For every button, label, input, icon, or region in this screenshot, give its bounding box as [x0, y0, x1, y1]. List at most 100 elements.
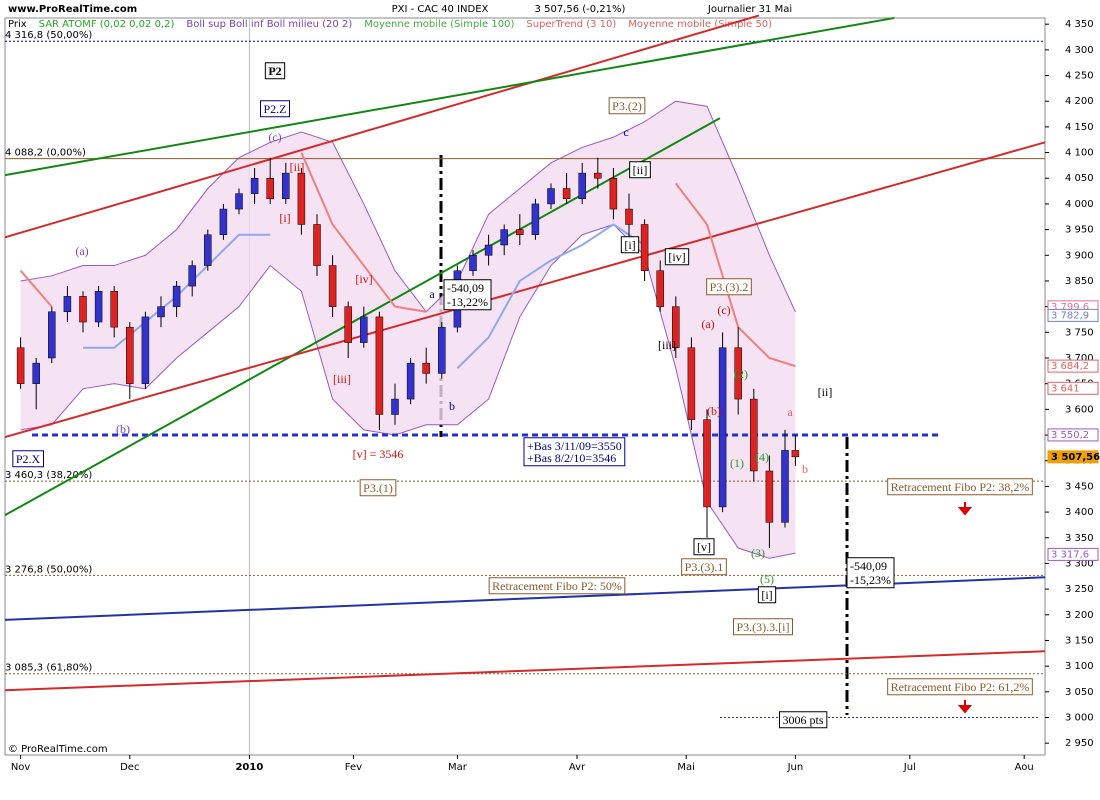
candle-body [141, 316, 150, 384]
bollinger-line [20, 100, 796, 313]
legend-entry: Prix [8, 19, 27, 30]
candle-body [609, 177, 618, 210]
y-tick-label: 4 250 [1065, 71, 1094, 82]
candle-body [500, 229, 508, 246]
y-tick-label: 4 200 [1065, 96, 1094, 107]
legend-entry: Boll sup Boll inf Boll milieu (20 2) [186, 19, 352, 30]
candle-body [94, 290, 103, 323]
candle-body [750, 398, 758, 472]
annotation: P3.(1) [363, 481, 393, 495]
annotation-box [664, 248, 690, 266]
annotation-box [757, 586, 777, 604]
candle-body [516, 229, 524, 235]
candle-body [703, 419, 711, 508]
annotation-box [681, 558, 727, 576]
x-tick-label: Fev [345, 762, 362, 773]
candle-body [250, 177, 259, 194]
candle-body [672, 306, 680, 348]
chart-title: PXI - CAC 40 INDEX [392, 4, 489, 15]
annotation-box [264, 62, 286, 80]
annotation: P3.(3).3.[i] [737, 620, 790, 634]
trend-line [4, 117, 721, 517]
y-tick-label: 4 050 [1065, 173, 1094, 184]
y-tick-label: 2 950 [1065, 738, 1094, 749]
x-tick-label: Mai [677, 762, 695, 773]
candle-body [718, 347, 727, 508]
last-value-box [1047, 381, 1099, 395]
trend-line [4, 17, 895, 177]
candle-body [531, 203, 540, 235]
annotation: P2 [268, 64, 281, 78]
annotation: [i] [624, 238, 635, 252]
annotation: (3) [751, 546, 765, 560]
annotation-box [887, 678, 1033, 696]
annotation-box [887, 478, 1033, 496]
candle-body [172, 285, 181, 307]
candle-body [204, 234, 212, 266]
annotation-box [629, 161, 651, 179]
annotation: a [787, 405, 793, 419]
candle-body [391, 398, 399, 415]
y-tick-label: 4 100 [1065, 148, 1094, 159]
candle-body [547, 188, 555, 205]
annotation: (5) [760, 572, 774, 586]
annotation: [i] [761, 588, 772, 602]
period: Journalier 31 Mai [707, 4, 792, 15]
bollinger-fill [20, 101, 796, 559]
annotation: -540,09 [447, 281, 484, 295]
site: www.ProRealTime.com [8, 4, 137, 15]
candle-body [63, 296, 72, 313]
candle-body [578, 172, 586, 200]
annotation: b [802, 462, 808, 476]
trend-line [4, 14, 760, 239]
y-tick-label: 3 050 [1065, 687, 1094, 698]
level-label: 4 316,8 (50,00%) [5, 30, 92, 41]
candle-body [344, 306, 352, 343]
candle-body [640, 224, 649, 271]
y-tick-label: 3 250 [1065, 584, 1094, 595]
annotation: P2.Z [263, 102, 286, 116]
candle-body [360, 316, 368, 343]
candle-body [687, 347, 696, 420]
annotation: [iii] [658, 338, 676, 352]
annotation: [i] [279, 211, 290, 225]
annotation: +Bas 3/11/09=3550 [527, 439, 622, 453]
legend-entry: Moyenne mobile (Simple 100) [364, 19, 514, 30]
bollinger-line [20, 223, 796, 559]
candle-body [110, 290, 118, 328]
price: 3 507,56 (-0,21%) [535, 4, 626, 15]
annotation: 3006 pts [782, 713, 823, 727]
annotation: (b) [116, 422, 130, 436]
last-value-box [1047, 359, 1099, 373]
candle-body [157, 306, 165, 318]
annotation-box [359, 479, 397, 497]
last-value-box [1047, 308, 1099, 322]
annotation-box [620, 236, 640, 254]
annotation: Retracement Fibo P2: 38,2% [891, 480, 1030, 494]
annotation: (c) [717, 303, 730, 317]
x-tick-label: Aou [1015, 762, 1034, 773]
candle-body [126, 326, 134, 384]
x-tick-label: Jun [787, 762, 804, 773]
trend-line [4, 141, 1046, 439]
annotation-box [733, 618, 793, 636]
candle-body [375, 316, 384, 415]
y-tick-label: 3 200 [1065, 610, 1094, 621]
candle-body [781, 450, 789, 523]
annotation-box [259, 100, 291, 118]
annotation: [v] [697, 540, 711, 554]
y-tick-label: 4 000 [1065, 199, 1094, 210]
x-tick-label: 2010 [235, 762, 263, 773]
annotation: [iii] [333, 372, 351, 386]
y-tick-label: 3 900 [1065, 250, 1094, 261]
x-tick-label: Jul [903, 762, 916, 773]
candle-body [562, 188, 571, 200]
legend-entry: SuperTrend (3 10) [526, 19, 616, 30]
y-tick-label: 3 100 [1065, 661, 1094, 672]
candle-body [313, 224, 321, 266]
annotation: P3.(3).1 [685, 560, 724, 574]
x-tick-label: Dec [120, 762, 139, 773]
candle-body [16, 347, 25, 384]
annotation: -540,09 [850, 559, 887, 573]
y-tick-label: 3 950 [1065, 225, 1094, 236]
